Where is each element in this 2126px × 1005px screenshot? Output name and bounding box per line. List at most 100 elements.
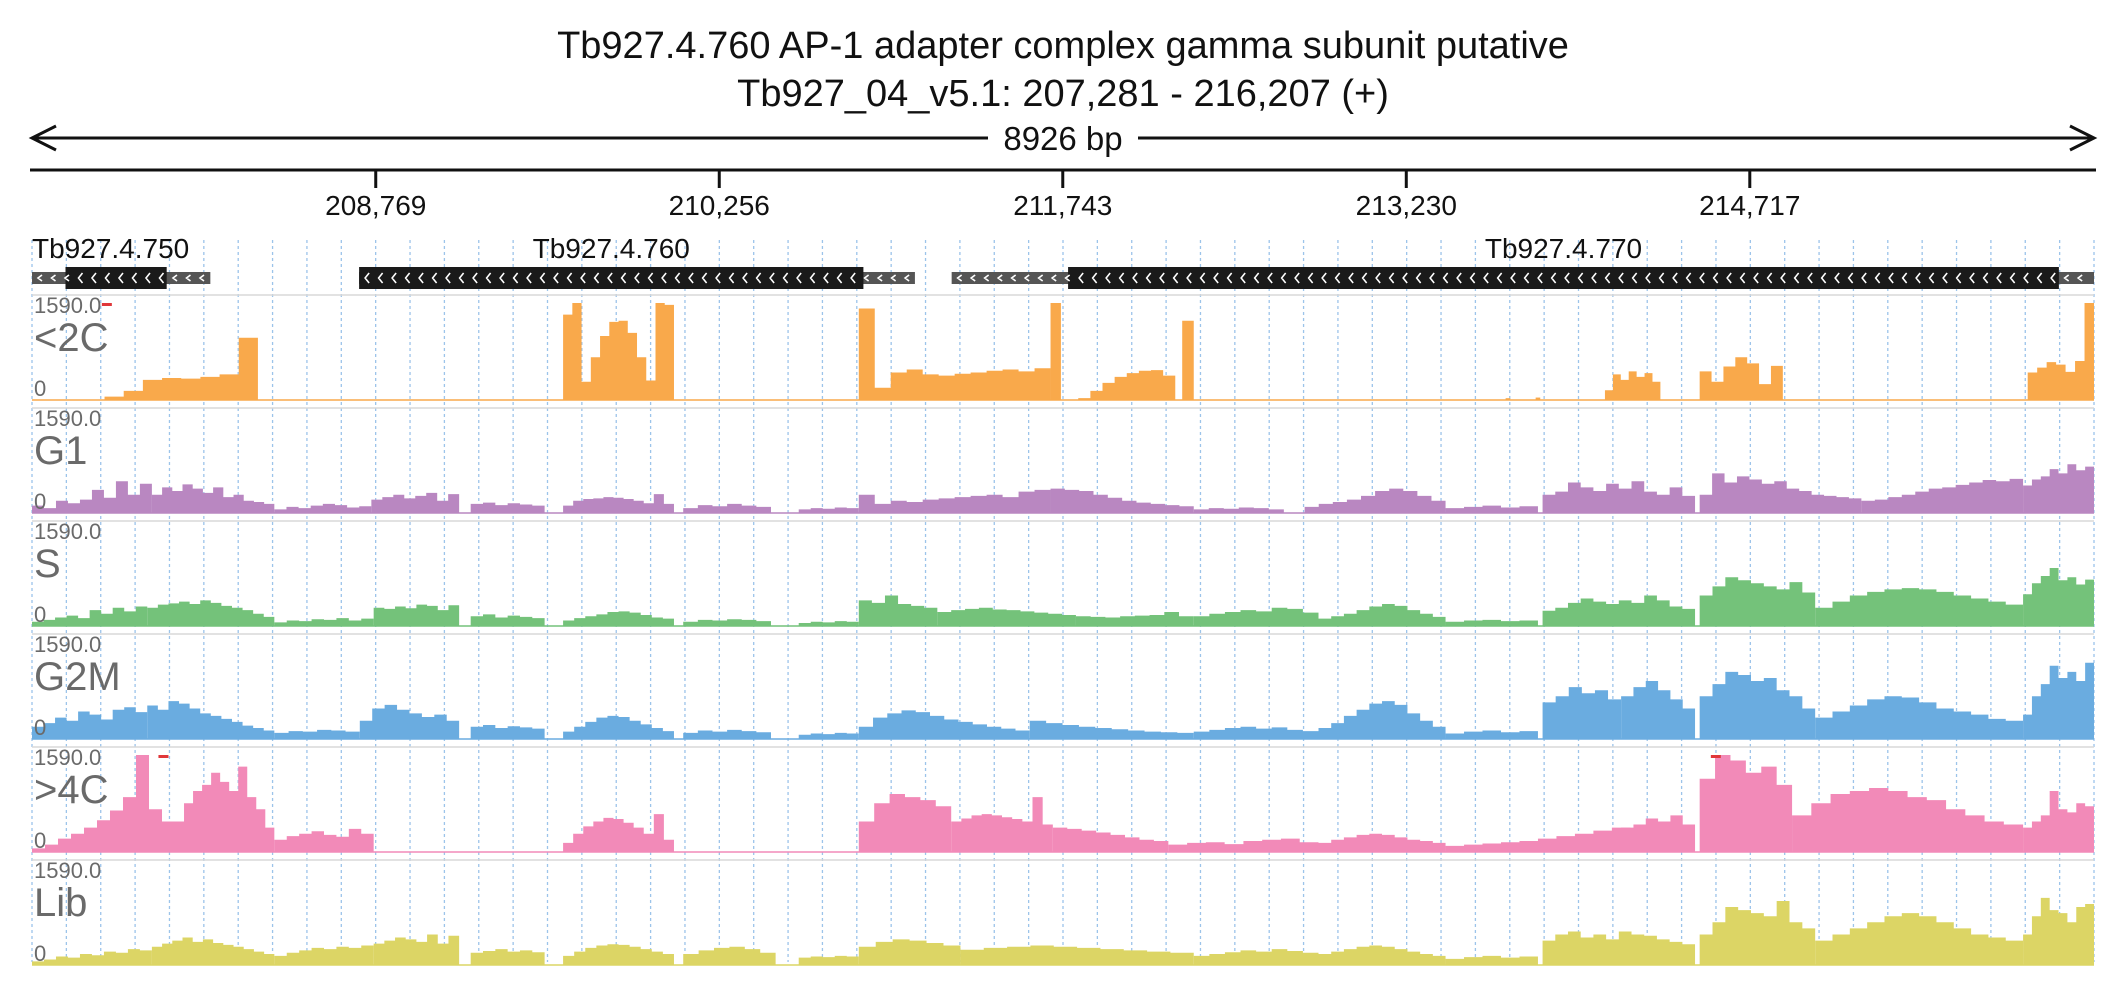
- coverage-block: [359, 704, 460, 739]
- coverage-block: [1861, 478, 2024, 513]
- x-tick-label: 210,256: [669, 190, 770, 221]
- coverage-block: [563, 944, 674, 965]
- gene-Tb927.4.760[interactable]: Tb927.4.760: [359, 233, 915, 289]
- coverage-block: [1318, 945, 1446, 965]
- coverage-block: [1078, 370, 1176, 400]
- coverage-block: [1050, 488, 1194, 513]
- track-name-label: >4C: [34, 768, 109, 812]
- gene-cds: [359, 267, 864, 289]
- coverage-block: [2023, 897, 2094, 965]
- coverage-block: [2023, 464, 2094, 513]
- coverage-block: [1445, 619, 1538, 626]
- coverage-block: [2023, 790, 2094, 852]
- track->4C: 1590.0>4C 0: [32, 745, 2094, 853]
- coverage-block: [563, 611, 674, 626]
- track-zero-label: 0: [34, 715, 46, 740]
- coverage-block: [1304, 488, 1446, 513]
- coverage-block: [151, 937, 275, 965]
- coverage-block: [1542, 595, 1696, 626]
- coverage-block: [1050, 303, 1061, 400]
- coverage-block: [951, 797, 1053, 852]
- track-G1: 1590.0G1 0: [32, 406, 2094, 514]
- coverage-block: [151, 484, 275, 513]
- coverage-block: [563, 303, 674, 400]
- clipped-peak-marker: [101, 303, 112, 306]
- x-tick-label: 213,230: [1356, 190, 1457, 221]
- track-zero-label: 0: [34, 941, 46, 966]
- coverage-block: [1029, 720, 1194, 739]
- x-tick-label: 208,769: [325, 190, 426, 221]
- track-name-label: G2M: [34, 655, 121, 699]
- track-max-label: 1590.0: [34, 519, 101, 544]
- coverage-block: [274, 503, 372, 513]
- coverage-block: [2023, 568, 2094, 626]
- coverage-block: [1542, 687, 1622, 739]
- coverage-block: [683, 946, 776, 965]
- coverage-block: [32, 606, 148, 626]
- coverage-block: [1542, 481, 1696, 513]
- coverage-block: [1445, 505, 1538, 513]
- coverage-block: [858, 710, 1030, 739]
- coverage-block: [373, 934, 460, 965]
- coverage-block: [798, 621, 859, 626]
- coverage-block: [147, 701, 275, 739]
- coverage-block: [2023, 662, 2094, 739]
- coverage-block: [1792, 787, 2024, 852]
- coverage-block: [1445, 730, 1538, 739]
- track-max-label: 1590.0: [34, 858, 101, 883]
- gene-Tb927.4.770[interactable]: Tb927.4.770: [951, 233, 2094, 289]
- coverage-block: [470, 724, 545, 739]
- gene-annotation-track: Tb927.4.750 Tb927.4.760 Tb927.4.770: [32, 233, 2094, 289]
- coverage-block: [798, 955, 859, 965]
- span-label: 8926 bp: [1003, 120, 1122, 157]
- track-zero-label: 0: [34, 489, 46, 514]
- coverage-block: [470, 502, 545, 513]
- coverage-block: [563, 494, 674, 513]
- track-name-label: G1: [34, 429, 87, 473]
- clipped-peak-marker: [1710, 755, 1721, 758]
- coverage-block: [1604, 371, 1661, 400]
- coverage-block: [1699, 357, 1783, 400]
- gene-label: Tb927.4.770: [1485, 233, 1642, 264]
- track-max-label: 1590.0: [34, 745, 101, 770]
- coverage-block: [32, 949, 152, 965]
- coverage-block: [1445, 827, 1631, 852]
- coverage-block: [1193, 949, 1319, 965]
- gene-label: Tb927.4.760: [533, 233, 690, 264]
- gene-Tb927.4.750[interactable]: Tb927.4.750: [32, 233, 211, 289]
- coverage-block: [104, 337, 258, 400]
- coverage-block: [1699, 755, 1793, 852]
- coverage-block: [1318, 604, 1446, 626]
- track-<2C: 1590.0<2C 0: [32, 293, 2094, 401]
- coverage-block: [274, 729, 360, 739]
- track-max-label: 1590.0: [34, 632, 101, 657]
- coverage-block: [683, 619, 772, 626]
- coverage-block: [1052, 827, 1169, 852]
- coverage-block: [1699, 900, 1816, 965]
- coverage-block: [1621, 681, 1696, 739]
- coverage-block: [274, 945, 374, 965]
- coverage-block: [373, 604, 460, 626]
- coverage-block: [32, 755, 175, 852]
- coverage-block: [858, 308, 1051, 400]
- track-S: 1590.0S 0: [32, 519, 2094, 627]
- coverage-block: [1542, 931, 1696, 965]
- coverage-block: [798, 732, 859, 739]
- strand-arrows: [364, 272, 910, 284]
- coverage-block: [1318, 833, 1446, 852]
- coverage-block: [1318, 701, 1446, 739]
- coverage-block: [371, 492, 460, 513]
- coverage-block: [1699, 671, 1816, 739]
- coverage-block: [470, 949, 545, 965]
- coverage-block: [470, 614, 545, 626]
- track-max-label: 1590.0: [34, 406, 101, 431]
- coverage-block: [1699, 473, 1862, 513]
- coverage-block: [563, 715, 674, 739]
- track-name-label: <2C: [34, 316, 109, 360]
- coverage-tracks: 1590.0<2C01590.0G101590.0S01590.0G2M0159…: [32, 293, 2094, 966]
- coverage-block: [147, 600, 275, 626]
- span-indicator: 8926 bp: [28, 120, 2098, 157]
